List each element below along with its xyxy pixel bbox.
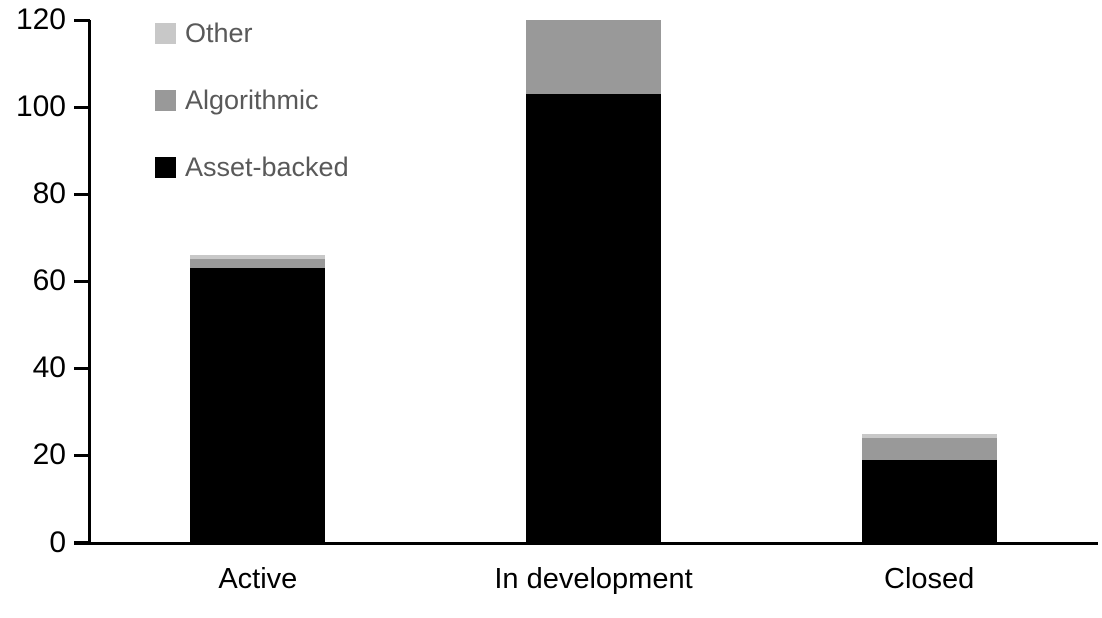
bar-segment-asset-backed xyxy=(190,268,326,543)
legend-item-other: Other xyxy=(155,17,349,48)
x-category-label: Closed xyxy=(884,563,975,595)
legend-label-asset-backed: Asset-backed xyxy=(185,151,349,182)
y-axis-tick-label: 80 xyxy=(32,177,66,211)
y-axis-tick-label: 60 xyxy=(32,264,66,298)
y-axis-tick xyxy=(74,18,90,22)
bar-segment-algorithmic xyxy=(190,259,326,269)
y-axis-tick-label: 0 xyxy=(49,525,66,559)
y-axis-tick xyxy=(74,192,90,196)
y-axis-tick-label: 100 xyxy=(15,90,66,124)
bar-segment-algorithmic xyxy=(861,438,997,460)
legend-swatch-asset-backed xyxy=(155,156,176,178)
y-axis-tick-label: 120 xyxy=(15,3,66,36)
x-axis-line xyxy=(74,542,1098,545)
y-axis-tick xyxy=(74,366,90,370)
legend-swatch-other xyxy=(155,22,176,44)
y-axis-tick xyxy=(74,453,90,457)
y-axis-tick xyxy=(74,541,90,544)
x-category-label: In development xyxy=(494,563,693,595)
chart-legend: Other Algorithmic Asset-backed xyxy=(155,17,349,182)
y-axis-tick-label: 40 xyxy=(32,351,66,385)
legend-item-asset-backed: Asset-backed xyxy=(155,151,349,182)
y-axis-tick xyxy=(74,105,90,109)
legend-label-other: Other xyxy=(185,17,253,48)
bar-segment-other xyxy=(190,255,326,260)
x-category-label: Active xyxy=(218,563,298,595)
y-axis-tick-label: 20 xyxy=(32,438,66,472)
legend-swatch-algorithmic xyxy=(155,89,176,111)
bar-segment-other xyxy=(861,433,997,438)
bar-segment-algorithmic xyxy=(526,20,661,95)
bar-segment-asset-backed xyxy=(861,459,997,543)
legend-item-algorithmic: Algorithmic xyxy=(155,84,349,115)
bar-segment-asset-backed xyxy=(526,94,661,543)
y-axis-tick xyxy=(74,279,90,283)
legend-label-algorithmic: Algorithmic xyxy=(185,84,319,115)
